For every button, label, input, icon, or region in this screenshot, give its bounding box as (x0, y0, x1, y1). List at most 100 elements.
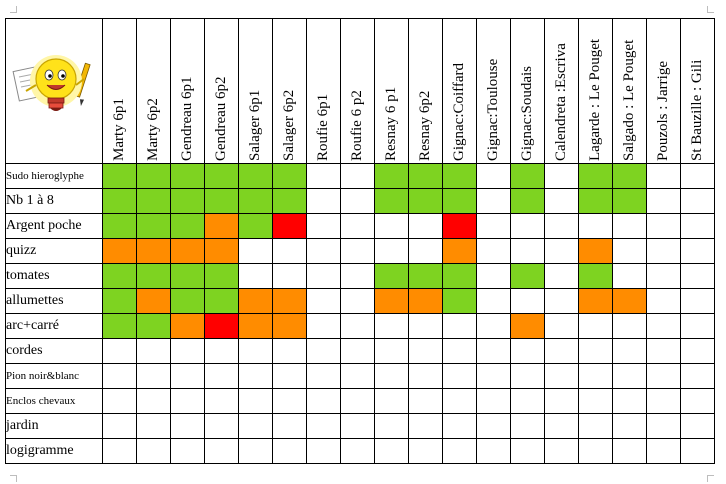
status-cell (408, 263, 443, 289)
status-cell (374, 338, 409, 364)
status-cell (306, 338, 341, 364)
status-cell (204, 288, 239, 314)
row-label: Argent poche (5, 213, 103, 239)
status-cell (238, 213, 273, 239)
column-header-label: Gendreau 6p2 (213, 76, 229, 161)
status-cell (272, 438, 307, 464)
status-cell (306, 288, 341, 314)
status-cell (374, 313, 409, 339)
column-header-label: Roufie 6p1 (315, 93, 331, 161)
status-cell (442, 238, 477, 264)
status-cell (204, 363, 239, 389)
status-cell (476, 163, 511, 189)
row-label: Enclos chevaux (5, 388, 103, 414)
status-cell (102, 313, 137, 339)
table-row: tomates (5, 263, 715, 289)
status-cell (204, 413, 239, 439)
status-cell (374, 263, 409, 289)
status-cell (612, 363, 647, 389)
status-cell (238, 388, 273, 414)
status-cell (646, 188, 681, 214)
status-cell (238, 438, 273, 464)
table-row: arc+carré (5, 313, 715, 339)
status-cell (204, 213, 239, 239)
status-cell (272, 338, 307, 364)
column-header: Gendreau 6p2 (204, 18, 239, 164)
status-cell (102, 163, 137, 189)
column-header: Gignac:Soudais (510, 18, 545, 164)
status-cell (136, 388, 171, 414)
status-cell (170, 313, 205, 339)
status-cell (272, 213, 307, 239)
status-cell (578, 238, 613, 264)
status-cell (306, 263, 341, 289)
status-cell (544, 213, 579, 239)
column-header-label: Resnay 6 p1 (383, 86, 399, 161)
column-header: Gignac:Toulouse (476, 18, 511, 164)
status-cell (136, 338, 171, 364)
status-cell (442, 313, 477, 339)
status-cell (510, 263, 545, 289)
status-cell (170, 213, 205, 239)
status-cell (272, 388, 307, 414)
status-cell (238, 338, 273, 364)
status-cell (680, 338, 715, 364)
status-cell (646, 263, 681, 289)
status-cell (408, 338, 443, 364)
status-cell (272, 188, 307, 214)
status-cell (204, 188, 239, 214)
status-cell (476, 313, 511, 339)
status-cell (136, 238, 171, 264)
status-cell (476, 388, 511, 414)
status-cell (374, 363, 409, 389)
column-header-label: Marty 6p1 (111, 98, 127, 161)
status-cell (340, 163, 375, 189)
column-header: Salgado : Le Pouget (612, 18, 647, 164)
status-cell (374, 163, 409, 189)
column-header: Gignac:Coiffard (442, 18, 477, 164)
status-cell (476, 213, 511, 239)
status-cell (374, 238, 409, 264)
status-cell (136, 263, 171, 289)
status-cell (204, 263, 239, 289)
status-cell (136, 413, 171, 439)
column-header-label: Salager 6p2 (281, 89, 297, 161)
status-cell (340, 213, 375, 239)
status-cell (578, 313, 613, 339)
status-cell (408, 238, 443, 264)
status-cell (442, 338, 477, 364)
status-cell (306, 363, 341, 389)
table-body: Sudo hieroglyphe Nb 1 à 8 Argent poche quiz… (5, 163, 715, 464)
column-header-label: St Bauzille : Gili (689, 59, 705, 161)
status-cell (136, 438, 171, 464)
status-cell (170, 363, 205, 389)
status-cell (238, 288, 273, 314)
row-label: quizz (5, 238, 103, 264)
status-cell (340, 288, 375, 314)
status-cell (340, 263, 375, 289)
status-cell (408, 313, 443, 339)
row-label: tomates (5, 263, 103, 289)
row-label: cordes (5, 338, 103, 364)
row-label: arc+carré (5, 313, 103, 339)
column-header: Gendreau 6p1 (170, 18, 205, 164)
status-cell (374, 188, 409, 214)
status-cell (170, 238, 205, 264)
table-row: allumettes (5, 288, 715, 314)
status-cell (544, 188, 579, 214)
status-cell (340, 188, 375, 214)
status-cell (408, 288, 443, 314)
crop-mark-bottom-left (10, 475, 17, 482)
status-cell (612, 338, 647, 364)
status-cell (306, 188, 341, 214)
status-cell (204, 338, 239, 364)
status-cell (442, 263, 477, 289)
table-row: jardin (5, 413, 715, 439)
status-cell (476, 438, 511, 464)
status-cell (238, 238, 273, 264)
column-header: St Bauzille : Gili (680, 18, 715, 164)
column-header: Resnay 6p2 (408, 18, 443, 164)
status-cell (510, 438, 545, 464)
row-label: jardin (5, 413, 103, 439)
status-cell (204, 238, 239, 264)
